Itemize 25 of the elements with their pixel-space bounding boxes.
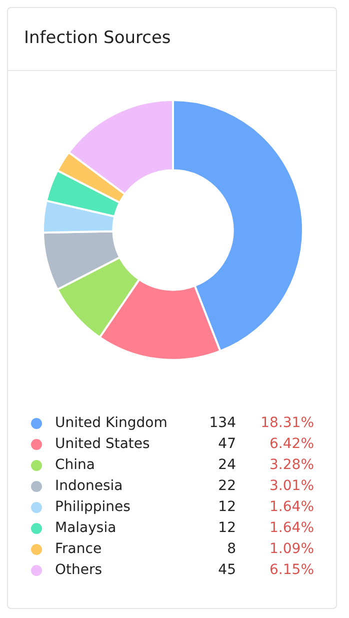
data-label: 22 [218, 477, 236, 496]
text: 6.42% [270, 435, 314, 454]
legend-label: Malaysia [55, 519, 116, 538]
text: 1.64% [270, 519, 314, 538]
legend-label: United Kingdom [55, 414, 168, 433]
text: 18.31% [260, 414, 314, 433]
legend-label: United States [55, 435, 150, 454]
text: 1.09% [270, 540, 314, 559]
chart-title: Infection Sources [24, 28, 171, 48]
data-label: 12 [218, 519, 236, 538]
legend-label: Others [55, 561, 102, 580]
text: 1.64% [270, 498, 314, 517]
legend-label: China [55, 456, 95, 475]
data-label: 45 [218, 561, 236, 580]
legend-label: France [55, 540, 102, 559]
text: 6.15% [270, 561, 314, 580]
legend-label: Indonesia [55, 477, 123, 496]
legend-label: Philippines [55, 498, 130, 517]
data-label: 134 [209, 414, 236, 433]
data-label: 12 [218, 498, 236, 517]
data-label: 8 [227, 540, 236, 559]
data-label: 24 [218, 456, 236, 475]
text: 3.28% [270, 456, 314, 475]
text: 3.01% [270, 477, 314, 496]
data-label: 47 [218, 435, 236, 454]
